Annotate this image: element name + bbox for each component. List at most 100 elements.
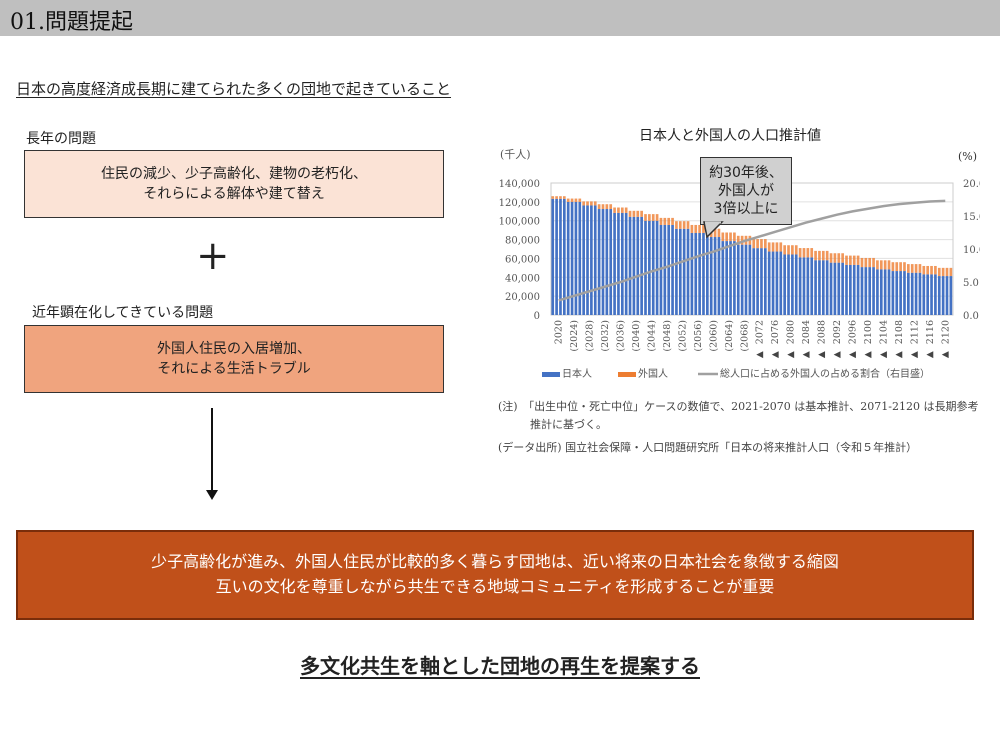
legend-label-share: 総人口に占める外国人の占める割合（右目盛） [720,367,930,380]
bar-japanese [876,269,879,315]
legend-swatch-japanese [542,372,560,377]
bar-foreign [648,214,651,221]
x-tick-label: (2036) [616,320,627,352]
bar-japanese [771,251,775,315]
bar-foreign [632,210,636,217]
bar-foreign [852,255,856,265]
bar-japanese [659,224,663,315]
chart-note: (注) 「出生中位・死亡中位」ケースの数値で、2021-2070 は基本推計、2… [498,400,979,413]
bar-japanese [663,224,667,315]
bar-japanese [671,224,674,315]
y-tick-label: 80,000 [505,236,540,247]
x-tick-label: 2112 [909,320,920,344]
bar-japanese [648,220,651,315]
box-line: それらによる解体や建て替え [143,186,325,202]
bar-foreign [930,265,933,275]
long-term-marker-icon: ◀ [849,350,856,360]
bar-japanese [582,205,585,315]
bar-foreign [740,235,744,245]
x-tick-label: 2088 [817,320,828,344]
bar-japanese [601,209,605,315]
bar-japanese [779,251,783,315]
bar-japanese [690,232,694,315]
long-term-marker-icon: ◀ [787,350,794,360]
bar-foreign [733,232,736,242]
bar-japanese [559,198,562,315]
x-tick-label: 2100 [863,320,874,344]
bar-japanese [597,209,601,315]
share-line [558,199,946,302]
bar-foreign [837,253,841,263]
y-tick-label: 60,000 [505,254,540,265]
bar-japanese [729,241,732,315]
bar-foreign [605,204,609,210]
long-term-marker-icon: ◀ [834,350,841,360]
bar-foreign [736,235,740,245]
bar-japanese [922,274,926,315]
x-tick-label: (2028) [585,320,596,352]
box-line: それによる生活トラブル [157,361,311,377]
y-tick-label: 20,000 [505,292,540,303]
bar-japanese [903,271,906,315]
bar-japanese [856,264,860,315]
bar-japanese [678,228,682,315]
bar-japanese [895,271,899,315]
bar-japanese [586,205,589,315]
bar-japanese [609,209,613,315]
bar-japanese [899,271,902,315]
bar-foreign [597,204,601,210]
x-tick-label: (2044) [647,320,658,352]
banner-line: 少子高齢化が進み、外国人住民が比較的多く暮らす団地は、近い将来の日本社会を象徴す… [151,552,839,572]
bar-japanese [887,269,891,315]
bar-japanese [578,201,582,315]
legend-label-foreign: 外国人 [638,368,668,380]
x-tick-label: 2116 [925,320,936,344]
y-tick-label: 140,000 [499,179,540,190]
bar-japanese [748,244,752,315]
bar-japanese [907,272,910,315]
bar-foreign [590,201,593,206]
section-subtitle: 日本の高度経済成長期に建てられた多くの団地で起きていること [16,80,452,98]
recent-problem-box: 外国人住民の入居増加、 それによる生活トラブル [24,325,444,393]
bar-foreign [794,245,798,255]
bar-japanese [632,216,636,315]
bar-foreign [713,228,717,238]
x-tick-label: 2080 [786,320,797,344]
bar-foreign [601,204,605,210]
bar-japanese [713,237,717,315]
bar-japanese [879,269,883,315]
callout-line: 3倍以上に [713,201,779,218]
bar-japanese [810,257,814,315]
x-tick-label: (2064) [724,320,735,352]
bar-japanese [833,262,837,315]
bar-japanese [910,272,914,315]
bar-foreign [582,201,585,206]
legend-label-japanese: 日本人 [562,367,592,380]
bar-foreign [690,224,694,233]
bar-foreign [914,264,918,273]
bar-foreign [671,217,674,225]
bar-foreign [845,255,848,265]
y-axis-label: (千人) [500,148,531,161]
long-term-marker-icon: ◀ [911,350,918,360]
bar-japanese [709,237,713,315]
bar-foreign [864,257,868,268]
bar-foreign [551,196,555,199]
bar-japanese [733,241,736,315]
long-term-marker-icon: ◀ [880,350,887,360]
long-term-marker-icon: ◀ [926,350,933,360]
bar-japanese [667,224,671,315]
bar-foreign [787,245,790,255]
bar-foreign [578,198,582,202]
bar-foreign [895,262,899,272]
x-tick-label: 2120 [940,320,951,344]
bar-japanese [763,248,767,315]
bar-japanese [930,274,933,315]
bar-foreign [686,221,690,229]
chart-title: 日本人と外国人の人口推計値 [639,128,821,144]
plus-icon: + [196,233,230,279]
bar-foreign [903,262,906,272]
bar-japanese [620,212,624,315]
callout-box: 約30年後、 外国人が 3倍以上に [700,157,792,225]
bar-japanese [825,260,829,315]
